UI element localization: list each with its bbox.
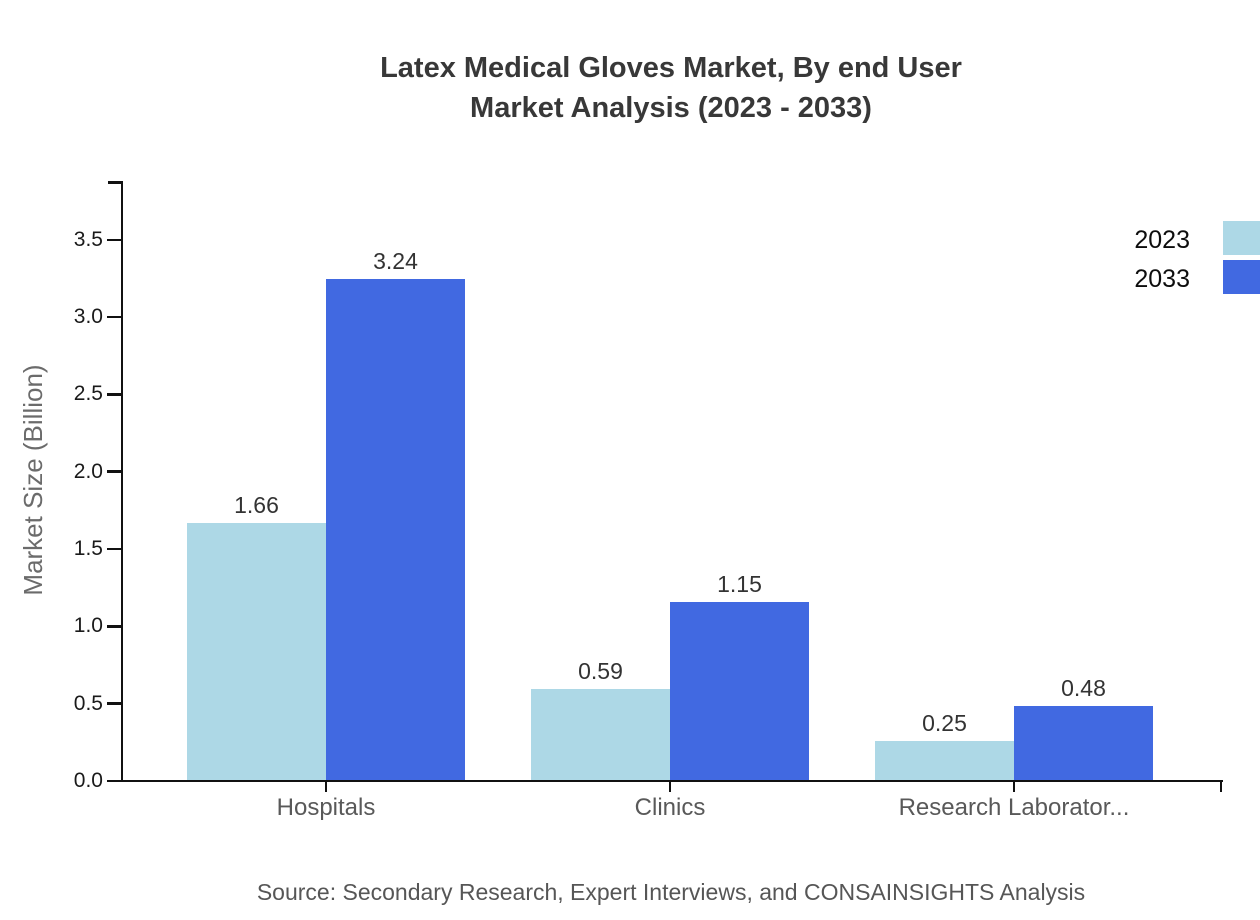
bar-2023-clinics — [531, 688, 670, 780]
legend-swatch-2023 — [1223, 221, 1260, 255]
x-axis-tick — [1012, 781, 1016, 792]
legend-swatch-2033 — [1223, 260, 1260, 294]
y-axis-tick-label: 0.0 — [73, 769, 103, 792]
y-axis-tick-label: 1.0 — [73, 614, 103, 638]
y-axis-tick-label: 0.5 — [73, 691, 103, 715]
x-axis-tick — [668, 781, 672, 792]
chart-title-line-1: Latex Medical Gloves Market, By end User — [380, 52, 962, 84]
y-axis-tick-label: 1.5 — [73, 537, 103, 561]
y-axis-tick-label: 2.5 — [73, 382, 103, 406]
y-axis-tick — [107, 779, 121, 783]
bar-2033-hospitals — [326, 278, 465, 780]
x-axis-category-label: Clinics — [634, 794, 706, 821]
source-attribution: Source: Secondary Research, Expert Inter… — [256, 879, 1086, 905]
bar-2023-hospitals — [187, 523, 326, 780]
y-axis-tick-label: 3.5 — [73, 227, 103, 251]
y-axis-end-cap — [108, 181, 121, 184]
bar-value-label: 1.66 — [234, 492, 279, 519]
y-axis-tick-label: 2.0 — [73, 459, 103, 483]
x-axis-end-cap — [1219, 781, 1223, 792]
bar-value-label: 0.48 — [1061, 674, 1106, 701]
bar-value-label: 1.15 — [717, 571, 762, 598]
x-axis-tick — [324, 781, 328, 792]
y-axis-tick — [107, 547, 121, 551]
y-axis-tick — [107, 470, 121, 473]
legend-label-2033: 2033 — [1134, 265, 1190, 293]
bar-2033-research-laborator--- — [1014, 705, 1153, 780]
y-axis-tick — [107, 315, 121, 319]
chart-title-line-2: Market Analysis (2023 - 2033) — [470, 92, 872, 124]
x-axis-category-label: Research Laborator... — [898, 794, 1130, 821]
x-axis-category-label: Hospitals — [276, 794, 376, 821]
bar-2023-research-laborator--- — [875, 741, 1014, 780]
y-axis-tick — [107, 393, 121, 396]
legend-label-2023: 2023 — [1134, 226, 1190, 254]
y-axis-tick — [107, 702, 121, 705]
y-axis-tick — [107, 238, 121, 241]
bar-value-label: 0.25 — [922, 710, 967, 737]
bar-value-label: 3.24 — [373, 247, 418, 274]
bar-2033-clinics — [670, 602, 809, 780]
x-axis-line — [120, 779, 1223, 782]
y-axis-line — [120, 181, 123, 782]
bar-value-label: 0.59 — [578, 657, 623, 684]
y-axis-tick — [107, 625, 121, 628]
y-axis-tick-label: 3.0 — [73, 305, 103, 329]
